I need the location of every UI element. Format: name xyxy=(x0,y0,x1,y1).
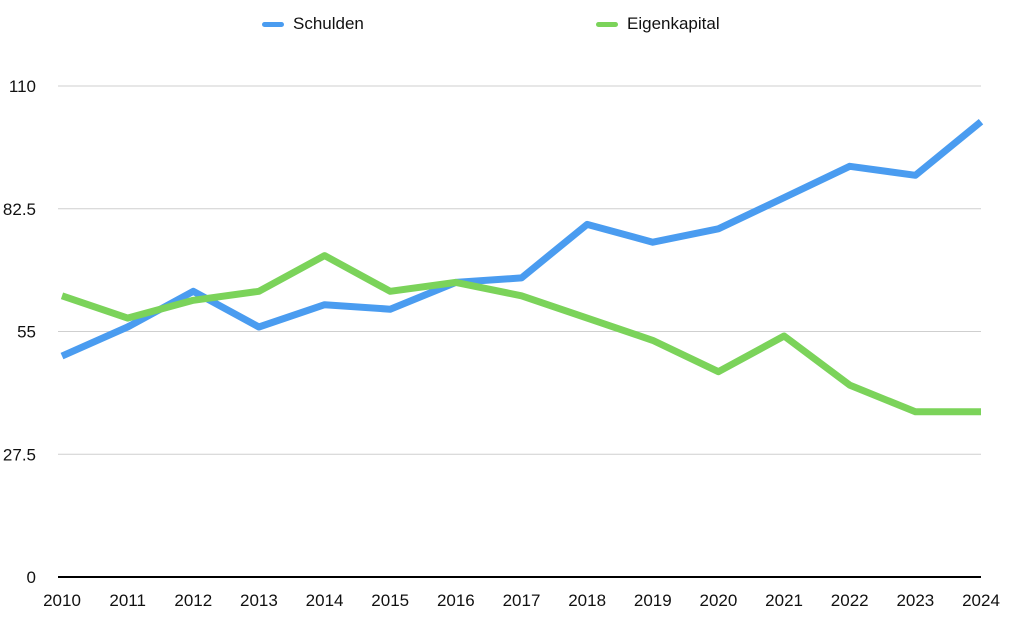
chart-legend: Schulden Eigenkapital xyxy=(0,14,1024,38)
y-axis-ticks: 0 27.5 55 82.5 110 xyxy=(3,77,36,587)
legend-swatch-schulden xyxy=(262,21,284,27)
x-tick-label: 2010 xyxy=(43,591,81,610)
x-tick-label: 2011 xyxy=(109,591,146,610)
x-tick-label: 2017 xyxy=(503,591,541,610)
x-tick-label: 2019 xyxy=(634,591,672,610)
legend-label-schulden: Schulden xyxy=(293,14,364,33)
x-tick-label: 2020 xyxy=(700,591,738,610)
y-tick-label: 27.5 xyxy=(3,445,36,464)
x-tick-label: 2015 xyxy=(371,591,409,610)
x-tick-label: 2013 xyxy=(240,591,278,610)
x-tick-label: 2021 xyxy=(765,591,803,610)
legend-item-eigenkapital: Eigenkapital xyxy=(596,14,720,34)
y-tick-label: 82.5 xyxy=(3,200,36,219)
x-tick-label: 2016 xyxy=(437,591,475,610)
legend-label-eigenkapital: Eigenkapital xyxy=(627,14,720,33)
y-tick-label: 110 xyxy=(9,77,36,96)
series-line-eigenkapital xyxy=(60,252,981,416)
x-tick-label: 2014 xyxy=(306,591,344,610)
series-line-schulden xyxy=(60,118,984,360)
legend-swatch-eigenkapital xyxy=(596,21,618,27)
x-tick-label: 2012 xyxy=(174,591,212,610)
grid-lines xyxy=(58,85,981,578)
x-axis-ticks: 2010 2011 2012 2013 2014 2015 2016 2017 2018 2019… xyxy=(43,591,1000,610)
y-tick-label: 55 xyxy=(17,323,36,342)
x-tick-label: 2023 xyxy=(896,591,934,610)
y-tick-label: 0 xyxy=(27,568,36,587)
legend-item-schulden: Schulden xyxy=(262,14,364,34)
series-lines xyxy=(60,118,984,416)
x-tick-label: 2018 xyxy=(568,591,606,610)
x-tick-label: 2022 xyxy=(831,591,869,610)
x-tick-label: 2024 xyxy=(962,591,1000,610)
